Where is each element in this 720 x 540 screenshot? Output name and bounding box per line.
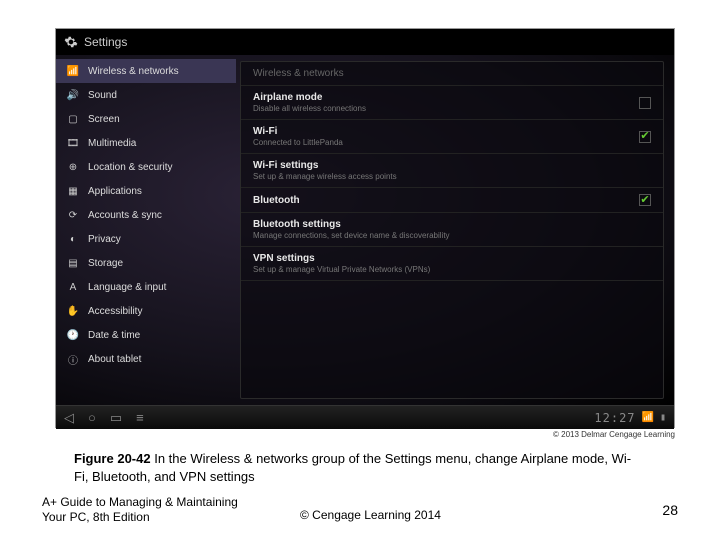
sidebar-item-privacy[interactable]: ◐ Privacy [56, 227, 236, 251]
sidebar-item-screen[interactable]: ▢ Screen [56, 107, 236, 131]
wireless-panel: Wireless & networks Airplane modeDisable… [240, 61, 664, 399]
sound-icon: 🔊 [66, 88, 80, 102]
back-button[interactable]: ◁ [64, 410, 74, 426]
sidebar-item-label: Wireless & networks [88, 66, 179, 77]
figure-text: In the Wireless & networks group of the … [74, 451, 631, 484]
setting-title: Bluetooth settings [253, 219, 651, 230]
sidebar-item-sound[interactable]: 🔊 Sound [56, 83, 236, 107]
menu-button[interactable]: ≡ [136, 410, 144, 426]
setting-subtitle: Connected to LittlePanda [253, 138, 639, 147]
checkbox[interactable] [639, 97, 651, 109]
wifi-settings-row[interactable]: Wi-Fi settingsSet up & manage wireless a… [241, 154, 663, 188]
figure-number: Figure 20-42 [74, 451, 151, 466]
sidebar-item-label: Storage [88, 258, 123, 269]
header-title: Settings [84, 35, 127, 49]
wifi-status-icon: 📶 [642, 412, 654, 423]
sidebar-item-label: Multimedia [88, 138, 136, 149]
applications-icon: ▦ [66, 184, 80, 198]
sidebar-item-label: Location & security [88, 162, 173, 173]
sidebar-item-language-input[interactable]: A Language & input [56, 275, 236, 299]
battery-icon: ▮ [660, 412, 666, 423]
clock: 12:27 [594, 411, 635, 425]
image-copyright: © 2013 Delmar Cengage Learning [553, 430, 675, 439]
wireless-icon: 📶 [66, 64, 80, 78]
system-bar: ◁ ○ ▭ ≡ 12:27 📶 ▮ [56, 405, 674, 429]
sidebar-item-accessibility[interactable]: ✋ Accessibility [56, 299, 236, 323]
sidebar-item-label: Accounts & sync [88, 210, 162, 221]
storage-icon: ▤ [66, 256, 80, 270]
tablet-screenshot: Settings 📶 Wireless & networks 🔊 Sound ▢ Scre… [55, 28, 675, 428]
sidebar-item-multimedia[interactable]: 🎞 Multimedia [56, 131, 236, 155]
page-number: 28 [662, 502, 678, 518]
setting-subtitle: Manage connections, set device name & di… [253, 231, 651, 240]
recent-button[interactable]: ▭ [110, 410, 122, 426]
sidebar-item-label: Language & input [88, 282, 166, 293]
sidebar-item-accounts-sync[interactable]: ⟳ Accounts & sync [56, 203, 236, 227]
book-title: A+ Guide to Managing & Maintaining Your … [42, 495, 238, 526]
sidebar-item-label: Screen [88, 114, 120, 125]
airplane-mode-row[interactable]: Airplane modeDisable all wireless connec… [241, 86, 663, 120]
screen-icon: ▢ [66, 112, 80, 126]
tablet-header: Settings [56, 29, 674, 55]
bluetooth-row[interactable]: Bluetooth✔ [241, 188, 663, 213]
vpn-settings-row[interactable]: VPN settingsSet up & manage Virtual Priv… [241, 247, 663, 281]
checkbox[interactable]: ✔ [639, 131, 651, 143]
sidebar-item-about-tablet[interactable]: ⓘ About tablet [56, 347, 236, 371]
sidebar-item-label: Sound [88, 90, 117, 101]
about-icon: ⓘ [66, 352, 80, 366]
sidebar-item-label: About tablet [88, 354, 141, 365]
checkbox[interactable]: ✔ [639, 194, 651, 206]
sidebar-item-storage[interactable]: ▤ Storage [56, 251, 236, 275]
sidebar-item-label: Accessibility [88, 306, 142, 317]
sidebar-item-location-security[interactable]: ⊕ Location & security [56, 155, 236, 179]
slide-copyright: © Cengage Learning 2014 [300, 508, 441, 522]
setting-title: Wi-Fi settings [253, 160, 651, 171]
settings-gear-icon [64, 35, 78, 49]
nav-buttons: ◁ ○ ▭ ≡ [64, 410, 144, 426]
setting-subtitle: Set up & manage wireless access points [253, 172, 651, 181]
sidebar-item-label: Privacy [88, 234, 121, 245]
sidebar-item-date-time[interactable]: 🕐 Date & time [56, 323, 236, 347]
figure-caption: Figure 20-42 In the Wireless & networks … [74, 450, 634, 485]
panel-header: Wireless & networks [241, 62, 663, 86]
settings-sidebar: 📶 Wireless & networks 🔊 Sound ▢ Screen 🎞 Multim… [56, 55, 236, 405]
setting-title: VPN settings [253, 253, 651, 264]
bluetooth-settings-row[interactable]: Bluetooth settingsManage connections, se… [241, 213, 663, 247]
sidebar-item-applications[interactable]: ▦ Applications [56, 179, 236, 203]
setting-title: Airplane mode [253, 92, 639, 103]
language-icon: A [66, 280, 80, 294]
accounts-icon: ⟳ [66, 208, 80, 222]
date-icon: 🕐 [66, 328, 80, 342]
sidebar-item-wireless-networks[interactable]: 📶 Wireless & networks [56, 59, 236, 83]
sidebar-item-label: Date & time [88, 330, 140, 341]
setting-subtitle: Disable all wireless connections [253, 104, 639, 113]
setting-title: Bluetooth [253, 195, 639, 206]
location-icon: ⊕ [66, 160, 80, 174]
home-button[interactable]: ○ [88, 410, 96, 426]
setting-subtitle: Set up & manage Virtual Private Networks… [253, 265, 651, 274]
privacy-icon: ◐ [66, 232, 80, 246]
tablet-body: 📶 Wireless & networks 🔊 Sound ▢ Screen 🎞 Multim… [56, 55, 674, 405]
sidebar-item-label: Applications [88, 186, 142, 197]
wifi-row[interactable]: Wi-FiConnected to LittlePanda✔ [241, 120, 663, 154]
setting-title: Wi-Fi [253, 126, 639, 137]
status-area: 12:27 📶 ▮ [594, 411, 666, 425]
multimedia-icon: 🎞 [66, 136, 80, 150]
accessibility-icon: ✋ [66, 304, 80, 318]
